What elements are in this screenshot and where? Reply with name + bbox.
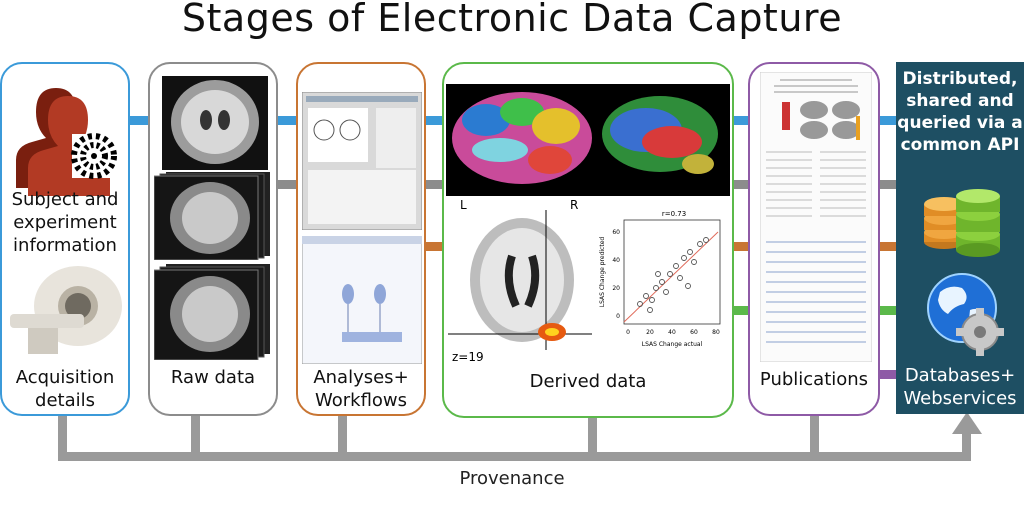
- scatter-title: r=0.73: [662, 210, 686, 218]
- scatter-xtick: 20: [646, 329, 654, 336]
- scatter-plot: r=0.73 LSAS Change actual LSAS Change pr…: [599, 210, 721, 348]
- databases-label: Databases+ Webservices: [903, 365, 1017, 409]
- raw-image-stack-2: [154, 264, 270, 360]
- provenance-stub: [588, 416, 597, 454]
- mri-scanner-icon: [10, 266, 122, 354]
- brain-axial-slice-image: [448, 210, 592, 350]
- panel-analyses: Analyses+ Workflows: [296, 62, 426, 416]
- provenance-stub: [338, 414, 347, 454]
- derived-data-label: Derived data: [529, 371, 647, 392]
- analysis-software-screenshot: [302, 92, 422, 230]
- scatter-xtick: 0: [626, 329, 630, 336]
- provenance-line: [58, 452, 970, 461]
- provenance-stub: [962, 430, 971, 461]
- connector-purple: [878, 370, 896, 379]
- panel-raw-data: Raw data: [148, 62, 278, 416]
- analyses-label: Analyses+ Workflows: [313, 367, 409, 411]
- provenance-stub: [58, 414, 67, 460]
- database-cylinders-icon: [924, 189, 1000, 257]
- scatter-ylabel: LSAS Change predicted: [599, 237, 606, 308]
- provenance-label: Provenance: [459, 468, 565, 489]
- cortical-surface-image: [446, 84, 596, 196]
- person-silhouette-icon: [16, 88, 117, 196]
- publication-page-image: [760, 72, 872, 362]
- brain-right-label: R: [570, 198, 579, 212]
- brain-mri-coronal-image: [162, 76, 268, 170]
- workflow-screenshot: [302, 236, 422, 364]
- scatter-xtick: 40: [668, 329, 676, 336]
- globe-gear-icon: [927, 273, 1004, 356]
- brain-left-label: L: [460, 198, 467, 212]
- tractography-image: [594, 84, 730, 196]
- scatter-ytick: 0: [616, 313, 620, 320]
- panel-derived-data: L R z=19 r=0.73 LSAS Change actual LSAS …: [442, 62, 734, 418]
- publications-label: Publications: [759, 369, 869, 390]
- provenance-stub: [191, 414, 200, 454]
- scatter-ytick: 40: [612, 257, 620, 264]
- provenance-stub: [810, 414, 819, 454]
- acquisition-details-label: Acquisition details: [15, 367, 115, 411]
- slice-label: z=19: [452, 350, 484, 364]
- raw-data-label: Raw data: [170, 367, 256, 388]
- scatter-xlabel: LSAS Change actual: [642, 341, 703, 348]
- panel-publications: Publications: [748, 62, 880, 416]
- distributed-api-label: Distributed, shared and queried via a co…: [897, 69, 1023, 155]
- scatter-ytick: 20: [612, 285, 620, 292]
- raw-image-stack-1: [154, 172, 270, 260]
- scatter-ytick: 60: [612, 229, 620, 236]
- subject-info-label: Subject and experiment information: [11, 189, 119, 256]
- provenance-arrow-icon: [952, 412, 982, 434]
- panel-databases: Distributed, shared and queried via a co…: [896, 62, 1024, 414]
- scatter-xtick: 60: [690, 329, 698, 336]
- panel-subject: Subject and experiment information Acqui…: [0, 62, 130, 416]
- scatter-xtick: 80: [712, 329, 720, 336]
- diagram-title: Stages of Electronic Data Capture: [181, 0, 843, 40]
